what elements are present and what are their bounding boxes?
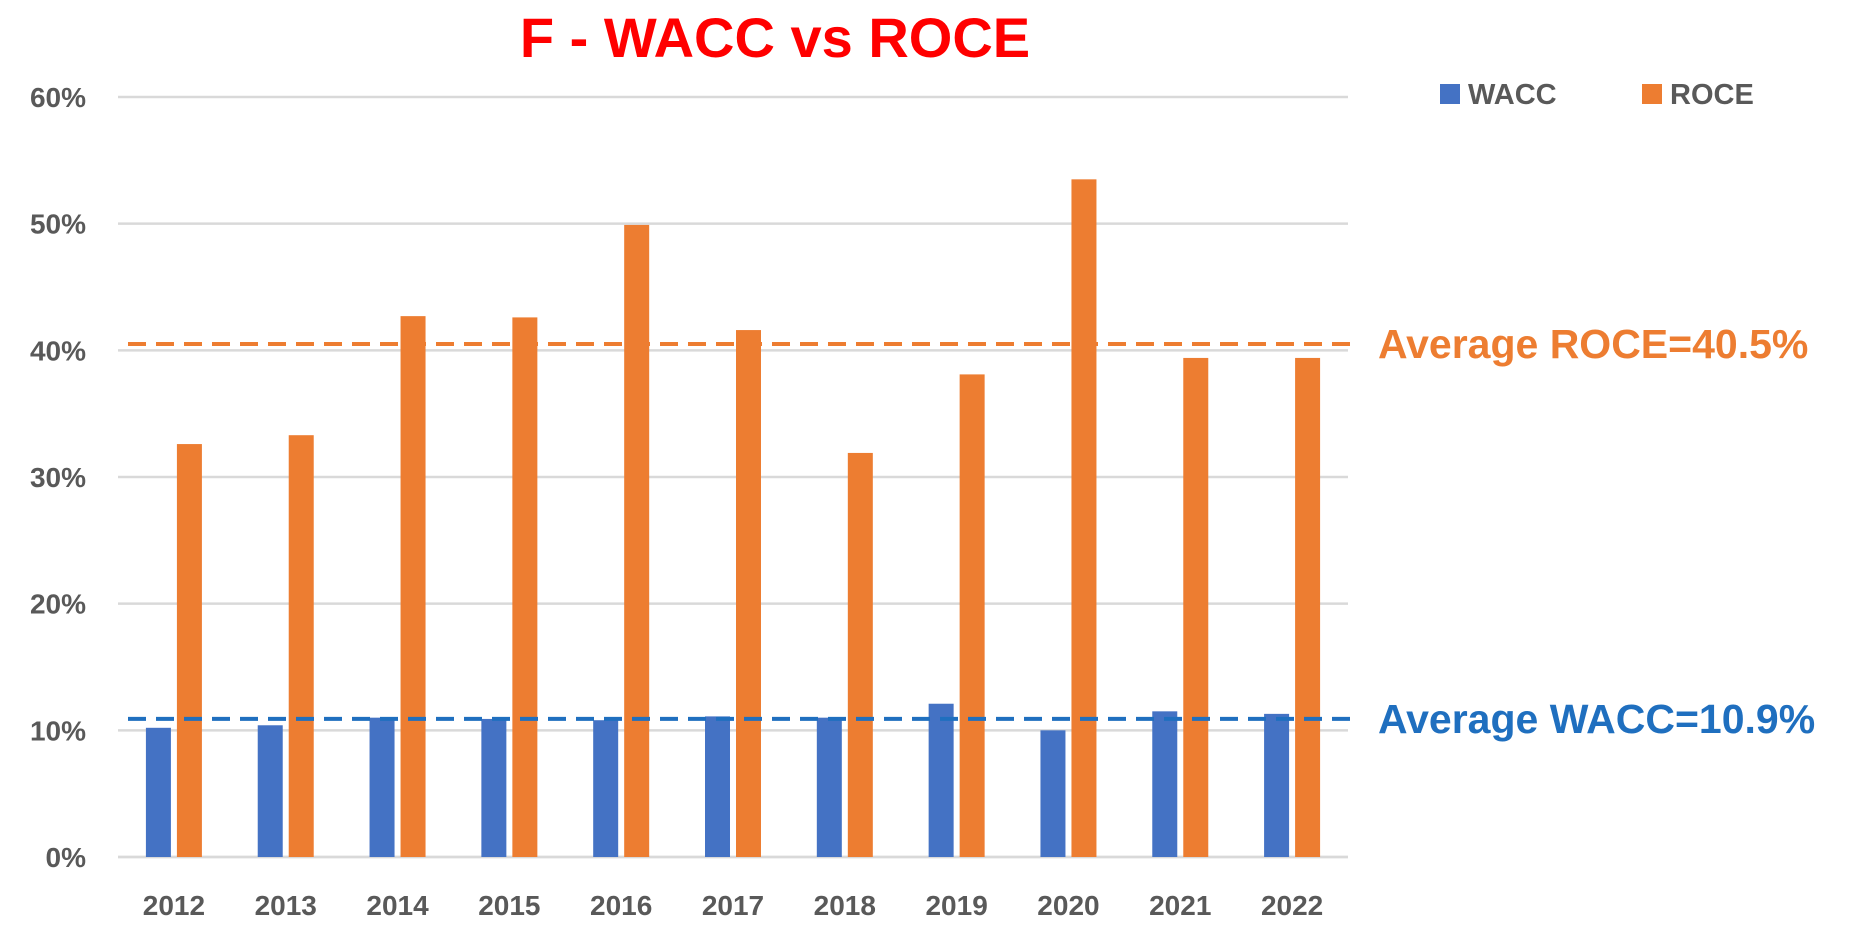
bar-roce-2021: [1183, 357, 1209, 857]
average-roce-label: Average ROCE=40.5%: [1378, 321, 1808, 367]
y-axis-ticks: 0% 10% 20% 30% 40% 50% 60%: [30, 82, 86, 873]
bar-wacc-2014: [369, 717, 395, 857]
y-tick-label: 30%: [30, 462, 86, 493]
bar-roce-2015: [512, 317, 538, 857]
x-tick-label: 2013: [255, 890, 317, 921]
y-tick-label: 20%: [30, 589, 86, 620]
x-tick-label: 2016: [590, 890, 652, 921]
bar-wacc-2021: [1152, 711, 1178, 857]
x-tick-label: 2018: [814, 890, 876, 921]
average-lines: Average ROCE=40.5% Average WACC=10.9%: [128, 321, 1815, 742]
bar-roce-2022: [1295, 357, 1321, 857]
y-tick-label: 0%: [46, 842, 87, 873]
legend-label-roce: ROCE: [1670, 79, 1754, 111]
y-tick-label: 40%: [30, 335, 86, 366]
y-tick-label: 50%: [30, 209, 86, 240]
bar-wacc-2016: [593, 720, 619, 857]
bar-roce-2013: [288, 435, 314, 857]
bar-wacc-2018: [816, 717, 842, 857]
legend-swatch-roce: [1642, 84, 1662, 104]
bars: [145, 179, 1321, 858]
x-tick-label: 2017: [702, 890, 764, 921]
x-tick-label: 2019: [925, 890, 987, 921]
y-tick-label: 10%: [30, 715, 86, 746]
x-tick-label: 2020: [1037, 890, 1099, 921]
bar-wacc-2015: [481, 718, 507, 857]
legend: WACC ROCE: [1440, 79, 1754, 111]
bar-wacc-2020: [1040, 730, 1066, 857]
bar-wacc-2012: [145, 727, 171, 857]
x-tick-label: 2015: [478, 890, 540, 921]
x-tick-label: 2021: [1149, 890, 1211, 921]
bar-wacc-2013: [257, 725, 283, 857]
bar-roce-2014: [400, 316, 426, 858]
bar-wacc-2019: [928, 703, 954, 857]
x-tick-label: 2022: [1261, 890, 1323, 921]
gridlines: [118, 95, 1348, 859]
bar-roce-2018: [847, 452, 873, 857]
average-wacc-label: Average WACC=10.9%: [1378, 696, 1815, 742]
chart-title: F - WACC vs ROCE: [520, 6, 1030, 69]
y-tick-label: 60%: [30, 82, 86, 113]
legend-label-wacc: WACC: [1468, 79, 1557, 111]
x-axis-ticks: 2012 2013 2014 2015 2016 2017 2018 2019 2020 2021…: [143, 890, 1323, 921]
x-tick-label: 2012: [143, 890, 205, 921]
bar-roce-2020: [1071, 179, 1097, 858]
bar-roce-2019: [959, 374, 985, 857]
bar-wacc-2022: [1264, 713, 1290, 857]
bar-roce-2016: [624, 224, 650, 857]
legend-swatch-wacc: [1440, 84, 1460, 104]
bar-roce-2012: [176, 444, 202, 857]
bar-roce-2017: [736, 330, 761, 858]
bar-wacc-2017: [705, 716, 730, 857]
x-tick-label: 2014: [366, 890, 429, 921]
